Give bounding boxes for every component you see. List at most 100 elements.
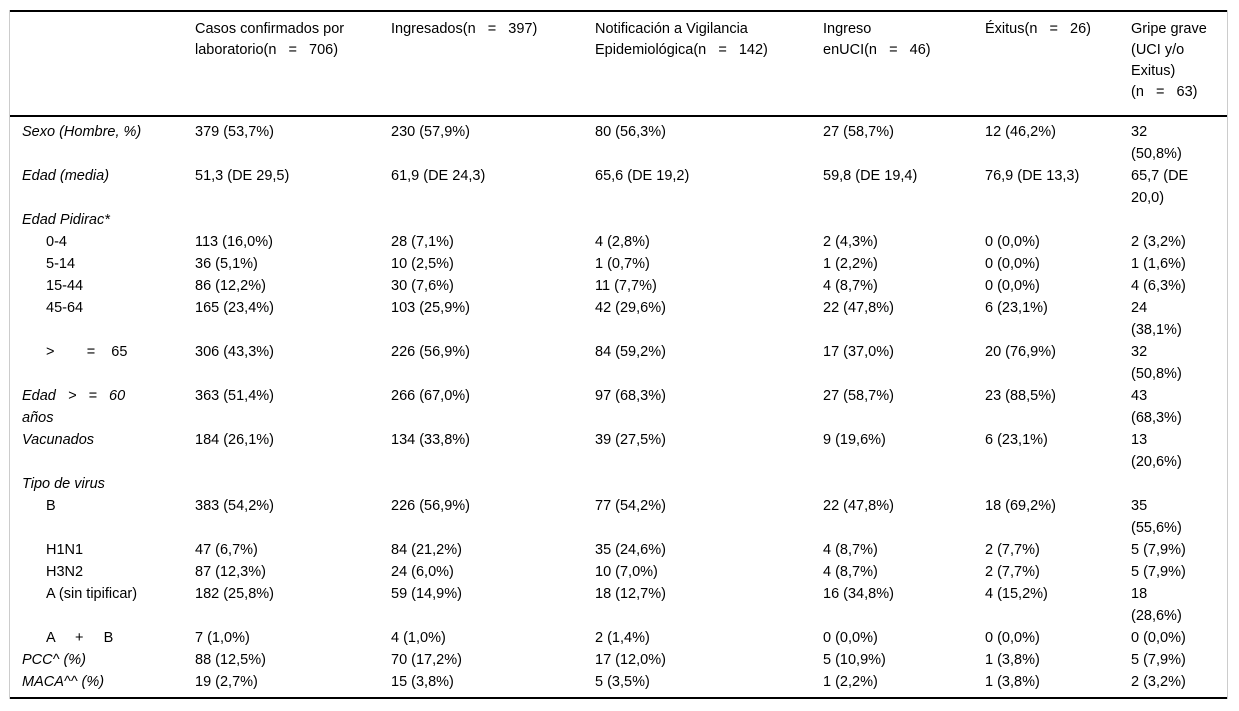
row-label: 5-14 (46, 256, 76, 272)
column-header-notificacion: Notificación a Vigilancia Epidemiológica… (595, 21, 768, 58)
cell: 65,7 (DE 20,0) (1131, 168, 1189, 206)
cell: 1 (3,8%) (985, 652, 1040, 668)
column-header-gripe-grave: Gripe grave (UCI y/o Exitus) (n = 63) (1131, 21, 1207, 100)
cell: 4 (8,7%) (823, 278, 878, 294)
row-label: B (46, 498, 56, 514)
cell: 1 (0,7%) (595, 256, 650, 272)
cell: 11 (7,7%) (595, 278, 657, 294)
cell: 134 (33,8%) (391, 432, 470, 448)
cell: 27 (58,7%) (823, 388, 894, 404)
table-row-edad-media: Edad (media) 51,3 (DE 29,5) 61,9 (DE 24,… (10, 165, 1227, 209)
cell: 23 (88,5%) (985, 388, 1056, 404)
cell: 379 (53,7%) (195, 124, 274, 140)
cell: 17 (12,0%) (595, 652, 666, 668)
cell: 18 (28,6%) (1131, 586, 1182, 624)
row-label: Edad (media) (22, 168, 110, 184)
cell: 9 (19,6%) (823, 432, 886, 448)
cell: 0 (0,0%) (985, 256, 1040, 272)
cell: 7 (1,0%) (195, 630, 250, 646)
cell: 2 (7,7%) (985, 542, 1040, 558)
cell: 226 (56,9%) (391, 498, 470, 514)
cell: 24 (6,0%) (391, 564, 454, 580)
table-row-virus-b: B 383 (54,2%) 226 (56,9%) 77 (54,2%) 22 … (10, 495, 1227, 539)
cell (195, 209, 391, 231)
row-label: H3N2 (46, 564, 84, 580)
cell: 0 (0,0%) (1131, 630, 1186, 646)
cell (1131, 209, 1227, 231)
cell: 84 (59,2%) (595, 344, 666, 360)
cell (391, 209, 595, 231)
cell: 12 (46,2%) (985, 124, 1056, 140)
cell: 4 (8,7%) (823, 564, 878, 580)
table-row-edad-60-mas: Edad > = 60 años 363 (51,4%) 266 (67,0%)… (10, 385, 1227, 429)
cell: 80 (56,3%) (595, 124, 666, 140)
cell: 0 (0,0%) (985, 234, 1040, 250)
cell (985, 209, 1131, 231)
cell: 28 (7,1%) (391, 234, 454, 250)
row-label: Vacunados (22, 432, 95, 448)
row-label: Sexo (Hombre, %) (22, 124, 142, 140)
cell: 18 (12,7%) (595, 586, 666, 602)
cell: 2 (7,7%) (985, 564, 1040, 580)
cell (195, 473, 391, 495)
cell: 0 (0,0%) (823, 630, 878, 646)
cell: 1 (1,6%) (1131, 256, 1186, 272)
cell: 182 (25,8%) (195, 586, 274, 602)
row-label: 15-44 (46, 278, 84, 294)
table-row-virus-h3n2: H3N2 87 (12,3%) 24 (6,0%) 10 (7,0%) 4 (8… (10, 561, 1227, 583)
cell: 4 (15,2%) (985, 586, 1048, 602)
table-row-edad-0-4: 0-4 113 (16,0%) 28 (7,1%) 4 (2,8%) 2 (4,… (10, 231, 1227, 253)
table-row-sexo: Sexo (Hombre, %) 379 (53,7%) 230 (57,9%)… (10, 116, 1227, 165)
cell: 10 (7,0%) (595, 564, 658, 580)
cell: 51,3 (DE 29,5) (195, 168, 290, 184)
cell: 5 (7,9%) (1131, 652, 1186, 668)
cell: 86 (12,2%) (195, 278, 266, 294)
cell: 61,9 (DE 24,3) (391, 168, 486, 184)
influenza-summary-table: Casos confirmados por laboratorio(n = 70… (10, 10, 1227, 699)
cell: 383 (54,2%) (195, 498, 274, 514)
table-row-vacunados: Vacunados 184 (26,1%) 134 (33,8%) 39 (27… (10, 429, 1227, 473)
row-label: MACA^^ (%) (22, 674, 105, 690)
cell: 2 (3,2%) (1131, 674, 1186, 690)
table-row-virus-a-sin-tipificar: A (sin tipificar) 182 (25,8%) 59 (14,9%)… (10, 583, 1227, 627)
table-row-virus-h1n1: H1N1 47 (6,7%) 84 (21,2%) 35 (24,6%) 4 (… (10, 539, 1227, 561)
cell: 113 (16,0%) (195, 234, 273, 250)
cell: 20 (76,9%) (985, 344, 1056, 360)
column-header-exitus: Éxitus(n = 26) (985, 21, 1091, 37)
cell: 16 (34,8%) (823, 586, 894, 602)
cell: 0 (0,0%) (985, 278, 1040, 294)
cell: 22 (47,8%) (823, 498, 894, 514)
cell: 88 (12,5%) (195, 652, 266, 668)
cell: 35 (55,6%) (1131, 498, 1182, 536)
cell: 1 (3,8%) (985, 674, 1040, 690)
cell: 42 (29,6%) (595, 300, 666, 316)
column-header-ingresados: Ingresados(n = 397) (391, 21, 538, 37)
row-label: Edad > = 60 años (22, 388, 126, 426)
row-label: A + B (46, 630, 114, 646)
cell: 5 (10,9%) (823, 652, 886, 668)
cell: 6 (23,1%) (985, 300, 1048, 316)
cell: 103 (25,9%) (391, 300, 470, 316)
cell: 59,8 (DE 19,4) (823, 168, 918, 184)
column-header-casos-confirmados: Casos confirmados por laboratorio(n = 70… (195, 21, 345, 58)
cell: 165 (23,4%) (195, 300, 274, 316)
cell: 27 (58,7%) (823, 124, 894, 140)
cell: 2 (4,3%) (823, 234, 878, 250)
cell (823, 473, 985, 495)
cell: 2 (3,2%) (1131, 234, 1186, 250)
row-label: Edad Pidirac* (22, 212, 110, 228)
cell: 18 (69,2%) (985, 498, 1056, 514)
cell (595, 209, 823, 231)
cell: 70 (17,2%) (391, 652, 462, 668)
table-row-edad-pidirac: Edad Pidirac* (10, 209, 1227, 231)
cell: 76,9 (DE 13,3) (985, 168, 1080, 184)
cell: 30 (7,6%) (391, 278, 454, 294)
cell (1131, 473, 1227, 495)
cell (823, 209, 985, 231)
cell: 5 (7,9%) (1131, 564, 1186, 580)
cell: 306 (43,3%) (195, 344, 274, 360)
table-header: Casos confirmados por laboratorio(n = 70… (10, 11, 1227, 116)
header-row: Casos confirmados por laboratorio(n = 70… (10, 11, 1227, 116)
cell: 39 (27,5%) (595, 432, 666, 448)
cell: 47 (6,7%) (195, 542, 258, 558)
